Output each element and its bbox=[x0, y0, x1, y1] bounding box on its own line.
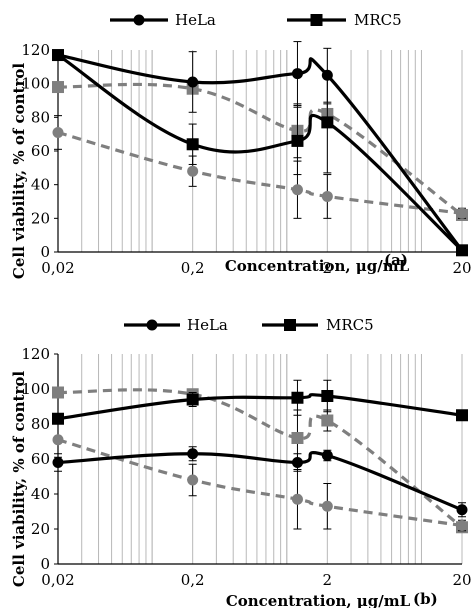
y-tick-label: 0 bbox=[40, 243, 50, 261]
data-point bbox=[456, 520, 468, 531]
data-point bbox=[187, 76, 199, 88]
legend-label: MRC5 bbox=[354, 11, 402, 29]
x-tick-label: 0,2 bbox=[181, 259, 205, 277]
y-tick-label: 20 bbox=[31, 520, 50, 538]
data-point bbox=[186, 138, 199, 151]
data-point bbox=[456, 244, 468, 257]
data-point bbox=[52, 49, 64, 62]
y-tick-label: 120 bbox=[21, 41, 50, 59]
series-line bbox=[57, 130, 463, 215]
data-point bbox=[291, 457, 303, 468]
data-point bbox=[187, 474, 199, 486]
series-control-3 bbox=[52, 421, 468, 532]
chart-panel-a: 0 20 40 60 80 100 120 0,02 0,2 2 20 HeLa MRC5 Concent… bbox=[10, 11, 472, 279]
data-point bbox=[291, 184, 303, 196]
series-line bbox=[57, 393, 463, 421]
x-tick-label: 0,02 bbox=[41, 259, 74, 277]
data-point bbox=[291, 68, 303, 80]
y-axis-title: Cell viability, % of control bbox=[10, 371, 28, 588]
data-point bbox=[52, 386, 64, 399]
data-point bbox=[291, 134, 304, 147]
data-point bbox=[321, 414, 334, 427]
x-tick-label: 0,02 bbox=[41, 571, 74, 589]
x-tick-label: 2 bbox=[323, 571, 333, 589]
y-tick-label: 60 bbox=[31, 142, 50, 160]
legend-label: HeLa bbox=[187, 316, 228, 334]
data-point bbox=[291, 391, 304, 404]
legend-marker bbox=[146, 319, 158, 331]
data-point bbox=[52, 126, 64, 138]
data-point bbox=[52, 81, 64, 94]
legend: HeLa MRC5 bbox=[110, 11, 402, 29]
data-point bbox=[321, 190, 333, 202]
y-tick-label: 0 bbox=[40, 555, 50, 573]
y-axis-title: Cell viability, % of control bbox=[10, 63, 28, 280]
y-tick-label: 100 bbox=[21, 380, 50, 398]
data-point bbox=[321, 116, 334, 129]
data-point bbox=[456, 207, 468, 219]
chart-panel-b: 0 20 40 60 80 100 120 0,02 0,2 2 20 HeLa MRC5 Concent… bbox=[10, 316, 472, 608]
y-tick-label: 80 bbox=[31, 108, 50, 126]
legend-marker bbox=[284, 319, 296, 331]
data-point bbox=[321, 450, 333, 461]
data-point bbox=[52, 412, 64, 425]
legend-label: HeLa bbox=[175, 11, 216, 29]
legend: HeLa MRC5 bbox=[124, 316, 374, 334]
series-line bbox=[57, 388, 463, 529]
data-point bbox=[52, 457, 64, 468]
data-point bbox=[291, 432, 304, 444]
data-point bbox=[186, 393, 199, 406]
series-hela bbox=[52, 446, 468, 518]
series-line bbox=[57, 451, 463, 512]
series-control-2 bbox=[52, 81, 468, 221]
panel-label: (b) bbox=[413, 590, 438, 608]
data-point bbox=[321, 390, 334, 402]
data-point bbox=[187, 165, 199, 177]
y-tick-label: 120 bbox=[21, 345, 50, 363]
data-point bbox=[52, 434, 64, 446]
y-tick-label: 80 bbox=[31, 415, 50, 433]
data-point bbox=[187, 448, 199, 460]
legend-label: MRC5 bbox=[326, 316, 374, 334]
legend-marker bbox=[310, 14, 323, 26]
y-tick-label: 20 bbox=[31, 209, 50, 227]
x-tick-label: 20 bbox=[452, 259, 471, 277]
y-tick-label: 100 bbox=[21, 75, 50, 93]
data-point bbox=[291, 493, 303, 505]
data-point bbox=[456, 409, 468, 422]
x-axis-title: Concentration, μg/mL bbox=[226, 592, 411, 608]
x-tick-label: 20 bbox=[452, 571, 471, 589]
series-control-3 bbox=[52, 115, 468, 219]
x-tick-label: 2 bbox=[323, 259, 333, 277]
legend-marker bbox=[133, 14, 145, 26]
series-mrc5 bbox=[52, 49, 468, 257]
data-point bbox=[321, 500, 333, 512]
panel-label: (a) bbox=[384, 251, 408, 269]
y-tick-label: 60 bbox=[31, 450, 50, 468]
y-tick-label: 40 bbox=[31, 485, 50, 503]
x-axis-title: Concentration, μg/mL bbox=[225, 257, 410, 275]
data-point bbox=[456, 504, 468, 516]
y-tick-label: 40 bbox=[31, 176, 50, 194]
x-tick-label: 0,2 bbox=[181, 571, 205, 589]
series-mrc5 bbox=[52, 379, 468, 425]
